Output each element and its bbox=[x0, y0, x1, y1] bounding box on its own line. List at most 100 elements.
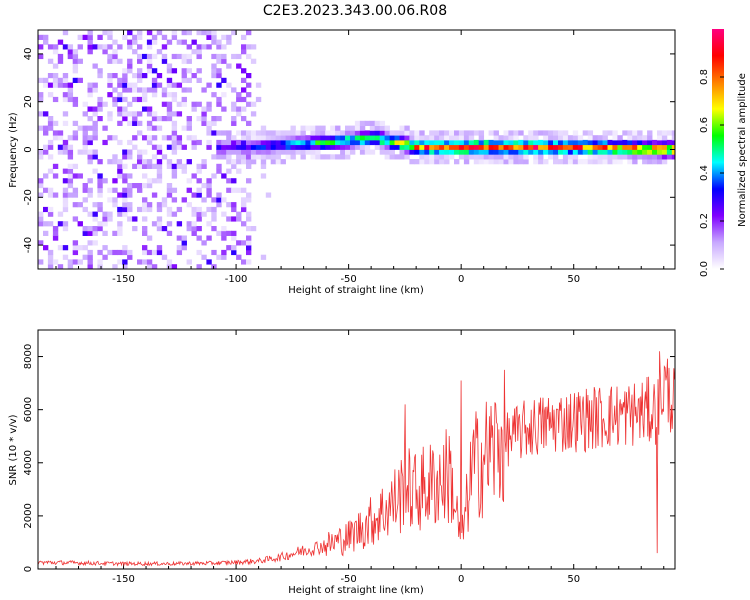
heatmap-cell bbox=[285, 144, 291, 150]
heatmap-cell bbox=[280, 149, 286, 155]
heatmap-cell bbox=[206, 192, 212, 198]
heatmap-cell bbox=[226, 149, 232, 155]
heatmap-cell bbox=[538, 154, 544, 160]
heatmap-cell bbox=[57, 149, 64, 155]
heatmap-cell bbox=[62, 221, 69, 227]
heatmap-cell bbox=[483, 139, 490, 146]
heatmap-cell bbox=[602, 159, 608, 165]
heatmap-cell bbox=[300, 144, 306, 150]
heatmap-cell bbox=[612, 159, 618, 165]
heatmap-cell bbox=[419, 130, 425, 136]
heatmap-cell bbox=[72, 101, 79, 107]
heatmap-cell bbox=[117, 111, 123, 117]
heatmap-cell bbox=[394, 130, 400, 136]
heatmap-cell bbox=[151, 163, 158, 169]
heatmap-cell bbox=[161, 87, 168, 93]
heatmap-cell bbox=[206, 34, 212, 40]
heatmap-cell bbox=[246, 149, 252, 155]
heatmap-cell bbox=[117, 159, 123, 165]
heatmap-cell bbox=[62, 120, 69, 126]
heatmap-cell bbox=[350, 139, 356, 146]
heatmap-cell bbox=[231, 187, 237, 193]
heatmap-cell bbox=[137, 206, 143, 213]
heatmap-cell bbox=[43, 125, 49, 131]
heatmap-cell bbox=[657, 159, 663, 165]
heatmap-cell bbox=[587, 159, 594, 165]
heatmap-cell bbox=[206, 259, 212, 265]
heatmap-cell bbox=[82, 130, 88, 136]
heatmap-cell bbox=[562, 149, 569, 155]
heatmap-cell bbox=[127, 183, 133, 189]
heatmap-cell bbox=[112, 58, 118, 64]
heatmap-cell bbox=[657, 130, 663, 136]
heatmap-cell bbox=[434, 154, 440, 160]
heatmap-cell bbox=[156, 245, 163, 251]
heatmap-cell bbox=[52, 73, 59, 79]
heatmap-cell bbox=[221, 77, 227, 83]
heatmap-cell bbox=[72, 68, 79, 74]
heatmap-cell bbox=[211, 211, 217, 217]
heatmap-cell bbox=[166, 211, 173, 217]
heatmap-cell bbox=[236, 187, 242, 193]
heatmap-cell bbox=[107, 73, 113, 79]
heatmap-cell bbox=[87, 226, 93, 232]
heatmap-cell bbox=[151, 77, 158, 83]
heatmap-cell bbox=[419, 159, 425, 165]
heatmap-cell bbox=[201, 120, 207, 126]
heatmap-cell bbox=[132, 39, 138, 45]
heatmap-cell bbox=[146, 39, 153, 45]
heatmap-cell bbox=[543, 159, 549, 165]
heatmap-cell bbox=[622, 154, 628, 160]
heatmap-cell bbox=[206, 101, 212, 107]
heatmap-cell bbox=[107, 92, 113, 98]
heatmap-cell bbox=[231, 106, 237, 112]
heatmap-cell bbox=[538, 149, 544, 155]
heatmap-cell bbox=[463, 154, 470, 160]
heatmap-cell bbox=[107, 197, 113, 203]
heatmap-cell bbox=[463, 130, 470, 136]
heatmap-cell bbox=[478, 154, 485, 160]
heatmap-cell bbox=[137, 68, 143, 74]
heatmap-cell bbox=[137, 87, 143, 93]
heatmap-cell bbox=[226, 202, 232, 208]
heatmap-cell bbox=[661, 130, 668, 136]
heatmap-cell bbox=[632, 130, 638, 136]
heatmap-cell bbox=[181, 58, 187, 64]
y-tick-label: -20 bbox=[23, 189, 34, 205]
heatmap-cell bbox=[186, 120, 192, 126]
heatmap-cell bbox=[359, 144, 366, 150]
heatmap-cell bbox=[661, 154, 668, 160]
heatmap-cell bbox=[602, 135, 608, 141]
heatmap-cell bbox=[127, 206, 133, 213]
heatmap-cell bbox=[587, 144, 594, 150]
heatmap-cell bbox=[201, 197, 207, 203]
heatmap-cell bbox=[647, 159, 653, 165]
heatmap-cell bbox=[161, 34, 168, 40]
heatmap-cell bbox=[246, 101, 252, 107]
heatmap-cell bbox=[558, 159, 564, 165]
heatmap-cell bbox=[226, 39, 232, 45]
heatmap-cell bbox=[77, 173, 83, 179]
heatmap-cell bbox=[206, 235, 212, 241]
heatmap-cell bbox=[632, 139, 638, 146]
heatmap-cell bbox=[186, 77, 192, 83]
heatmap-cell bbox=[146, 58, 153, 64]
heatmap-cell bbox=[146, 106, 153, 112]
heatmap-cell bbox=[221, 139, 227, 146]
heatmap-cell bbox=[72, 173, 79, 179]
heatmap-cell bbox=[241, 44, 247, 50]
heatmap-cell bbox=[310, 154, 316, 160]
heatmap-cell bbox=[241, 202, 247, 208]
heatmap-cell bbox=[47, 154, 54, 160]
heatmap-cell bbox=[57, 53, 64, 60]
heatmap-cell bbox=[67, 163, 74, 169]
heatmap-cell bbox=[47, 73, 54, 79]
heatmap-cell bbox=[72, 96, 79, 103]
heatmap-cell bbox=[161, 197, 168, 203]
heatmap-cell bbox=[186, 221, 192, 227]
heatmap-cell bbox=[97, 106, 103, 112]
heatmap-cell bbox=[112, 87, 118, 93]
heatmap-cell bbox=[513, 144, 519, 150]
heatmap-cell bbox=[127, 202, 133, 208]
heatmap-cell bbox=[647, 149, 653, 155]
